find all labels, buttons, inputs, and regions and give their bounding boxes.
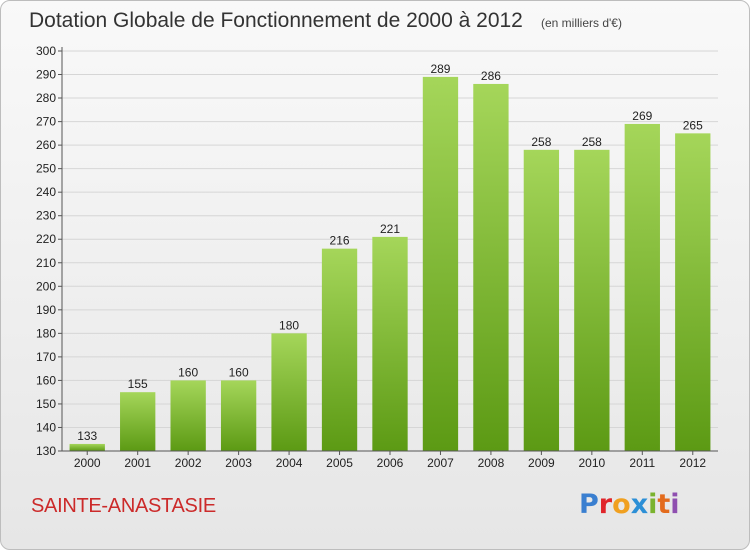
bars	[69, 76, 711, 452]
bar	[170, 380, 206, 451]
commune-name: SAINTE-ANASTASIE	[31, 495, 216, 517]
data-label: 289	[430, 62, 450, 76]
logo-letter: i	[670, 489, 680, 520]
x-tick-label: 2007	[427, 456, 454, 470]
logo-letter: r	[598, 489, 613, 520]
x-tick-label: 2001	[124, 456, 151, 470]
x-tick-label: 2004	[276, 456, 303, 470]
chart-title: Dotation Globale de Fonctionnement de 20…	[29, 9, 523, 32]
logo-letter: x	[630, 489, 649, 520]
labels: 130 140 150 160 170 180 190 200 210 220 230 240 250 2…	[36, 44, 706, 470]
y-tick-label: 210	[36, 256, 56, 270]
chart-subtitle: (en milliers d'€)	[541, 16, 622, 30]
y-tick-label: 260	[36, 138, 56, 152]
y-tick-label: 160	[36, 373, 56, 387]
y-tick-label: 250	[36, 162, 56, 176]
y-tick-label: 170	[36, 350, 56, 364]
data-label: 286	[481, 69, 501, 83]
data-label: 180	[279, 318, 299, 332]
data-label: 269	[632, 109, 652, 123]
y-tick-label: 130	[36, 444, 56, 458]
logo-letter: t	[657, 489, 671, 520]
y-tick-label: 190	[36, 303, 56, 317]
logo-letter: i	[648, 489, 658, 520]
data-label: 160	[178, 365, 198, 379]
x-tick-label: 2008	[478, 456, 505, 470]
y-tick-label: 200	[36, 279, 56, 293]
y-tick-label: 140	[36, 420, 56, 434]
bar	[675, 133, 711, 451]
x-tick-label: 2011	[629, 456, 655, 470]
data-label: 265	[683, 118, 703, 132]
bar	[120, 392, 156, 451]
bar	[321, 248, 358, 451]
data-label: 155	[128, 377, 148, 391]
bar	[574, 149, 610, 451]
logo-letter: P	[579, 489, 599, 520]
y-tick-label: 270	[36, 115, 56, 129]
y-tick-label: 290	[36, 68, 56, 82]
x-tick-label: 2003	[225, 456, 252, 470]
bar	[220, 380, 257, 451]
bar	[271, 333, 307, 451]
bar	[422, 76, 459, 451]
x-tick-label: 2006	[377, 456, 404, 470]
data-label: 160	[229, 365, 249, 379]
y-tick-label: 150	[36, 397, 56, 411]
y-tick-label: 230	[36, 209, 56, 223]
x-tick-label: 2005	[326, 456, 353, 470]
y-tick-label: 180	[36, 326, 56, 340]
bar	[523, 149, 560, 451]
x-tick-label: 2009	[528, 456, 555, 470]
proxiti-logo: Proxiti	[579, 489, 680, 520]
data-label: 133	[77, 429, 97, 443]
data-label: 258	[582, 135, 602, 149]
data-label: 221	[380, 222, 400, 236]
data-label: 216	[330, 234, 350, 248]
x-tick-label: 2000	[74, 456, 101, 470]
bar	[372, 236, 408, 451]
x-tick-label: 2002	[175, 456, 202, 470]
bar	[69, 443, 105, 451]
x-tick-label: 2010	[578, 456, 605, 470]
y-tick-label: 220	[36, 232, 56, 246]
axes	[58, 47, 718, 455]
bar	[624, 123, 660, 452]
logo-letter: o	[612, 489, 631, 520]
x-tick-label: 2012	[679, 456, 706, 470]
bar	[473, 83, 509, 452]
y-tick-label: 280	[36, 91, 56, 105]
data-label: 258	[531, 135, 551, 149]
y-tick-label: 240	[36, 185, 56, 199]
y-tick-label: 300	[36, 44, 56, 58]
